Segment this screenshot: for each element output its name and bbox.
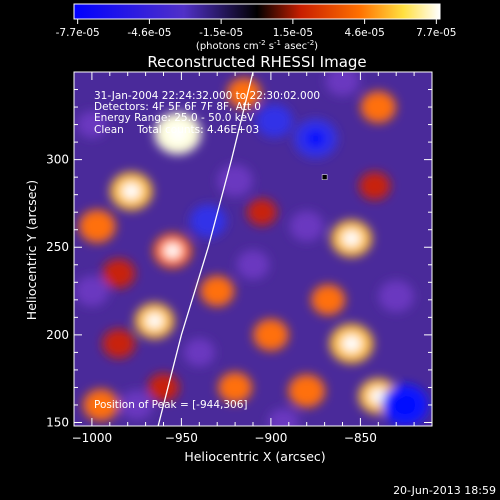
emission-blob [311, 284, 346, 316]
emission-blob-core [121, 182, 141, 200]
y-axis-label: Heliocentric Y (arcsec) [24, 180, 39, 320]
y-tick-label: 250 [46, 240, 69, 254]
emission-blob-core [342, 230, 361, 247]
emission-blob [256, 104, 293, 138]
x-axis-label: Heliocentric X (arcsec) [184, 449, 325, 464]
colorbar [73, 3, 441, 20]
y-tick-label: 150 [46, 415, 69, 429]
emission-blob [147, 373, 180, 402]
colorbar-ticks: -7.7e-05 -4.6e-05 -1.5e-05 1.5e-05 4.6e-05 7.… [56, 19, 456, 39]
colorbar-tick-label: 4.6e-05 [344, 27, 384, 39]
x-tick-label: −1000 [72, 431, 113, 445]
annotation-time: 31-Jan-2004 22:24:32.000 to 22:30:02.000 [94, 90, 320, 102]
emission-blob [236, 250, 270, 280]
emission-blob [217, 164, 253, 197]
emission-blob [325, 72, 360, 97]
emission-blob [189, 204, 227, 238]
annotation-detectors: Detectors: 4F 5F 6F 7F 8F, Att 0 [94, 101, 261, 113]
annotation-energy: Energy Range: 25.0 - 50.0 keV [94, 112, 255, 124]
y-tick-label: 300 [46, 153, 69, 167]
y-tick-label: 200 [46, 328, 69, 342]
emission-blob-core [163, 243, 182, 259]
emission-blob [200, 275, 235, 307]
annotation-peak: Position of Peak = [-944,306] [94, 399, 248, 411]
x-tick-label: −900 [254, 431, 287, 445]
colorbar-tick-label: 1.5e-05 [273, 27, 313, 39]
axis-ticks: −1000 −950 −900 −850 150 200 250 300 [46, 72, 432, 445]
footer-date: 20-Jun-2013 18:59 [393, 484, 496, 497]
emission-blob [247, 198, 277, 226]
colorbar-tick-label: -4.6e-05 [127, 27, 171, 39]
emission-blob [378, 280, 414, 313]
chart-title: Reconstructed RHESSI Image [147, 53, 366, 71]
emission-blob [78, 209, 116, 243]
colorbar-units: (photons cm-2 s-1 asec-2) [196, 39, 318, 52]
peak-marker [321, 174, 328, 180]
emission-blob-core [305, 129, 326, 148]
emission-blob [74, 275, 109, 307]
emission-blob [102, 328, 136, 359]
emission-blob [218, 372, 253, 403]
emission-blob [77, 111, 107, 138]
emission-blob [120, 390, 153, 420]
emission-blob [102, 258, 136, 289]
solar-limb-curve [157, 72, 254, 426]
emission-blob-core [394, 395, 416, 415]
emission-blob-core [341, 334, 362, 353]
annotation-clean: Clean Total counts: 4.46E+03 [94, 124, 259, 136]
emission-blob [267, 408, 300, 426]
x-tick-label: −950 [165, 431, 198, 445]
emission-blob [288, 374, 326, 408]
colorbar-tick-label: -7.7e-05 [56, 27, 100, 39]
emission-blob [227, 77, 262, 109]
colorbar-tick-label: 7.7e-05 [416, 27, 456, 39]
emission-blob [83, 389, 119, 421]
emission-map [74, 72, 429, 426]
emission-blob [359, 171, 391, 200]
emission-blob [360, 91, 396, 123]
emission-blob [253, 318, 289, 351]
emission-blob-core [145, 312, 164, 329]
colorbar-tick-label: -1.5e-05 [199, 27, 243, 39]
emission-blob [183, 338, 215, 367]
emission-blob-core [167, 124, 189, 143]
plot-background [74, 72, 432, 426]
x-tick-label: −850 [344, 431, 377, 445]
emission-blob [289, 210, 324, 242]
